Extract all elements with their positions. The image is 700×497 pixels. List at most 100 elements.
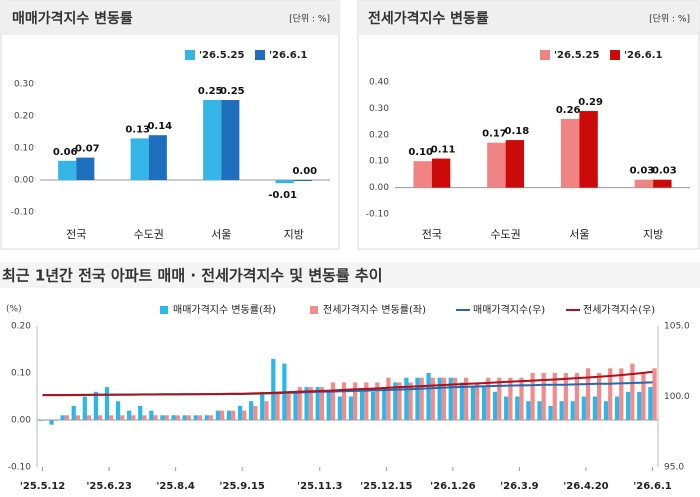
bar xyxy=(275,391,280,420)
bar xyxy=(109,415,114,420)
bar xyxy=(104,387,110,420)
bar xyxy=(585,368,591,420)
bar xyxy=(382,387,387,420)
bar xyxy=(308,387,313,420)
value-label: 0.13 xyxy=(125,124,150,135)
bar xyxy=(142,415,147,420)
axis-label: (%) xyxy=(6,305,22,315)
bar xyxy=(413,161,432,188)
y-tick-label: 0.30 xyxy=(14,80,34,90)
bar xyxy=(574,373,580,420)
x-tick-label: '25.8.4 xyxy=(156,481,195,492)
legend-label: '26.5.25 xyxy=(554,50,599,61)
bar xyxy=(526,401,531,420)
bar xyxy=(164,415,169,420)
bar xyxy=(148,135,167,180)
bar xyxy=(149,410,154,420)
bar xyxy=(426,373,431,420)
x-tick-label: '26.6.1 xyxy=(633,481,672,492)
bar xyxy=(652,368,657,420)
legend-swatch xyxy=(610,50,620,60)
bar xyxy=(197,415,203,420)
bar xyxy=(430,377,435,420)
bar xyxy=(359,391,365,420)
bar xyxy=(38,420,43,421)
line xyxy=(42,370,653,397)
x-tick-label: '26.3.9 xyxy=(500,481,539,492)
bar xyxy=(337,396,342,420)
chart-title: 매매가격지수 변동률 xyxy=(12,10,133,27)
value-label: 0.07 xyxy=(75,144,100,155)
bar xyxy=(58,160,77,180)
x-tick-label: 지방 xyxy=(284,228,304,241)
bar xyxy=(530,373,535,420)
legend-swatch xyxy=(185,50,195,60)
bar xyxy=(231,410,236,420)
bar xyxy=(508,377,513,420)
x-tick-label: 수도권 xyxy=(490,228,520,241)
bar xyxy=(386,377,391,420)
bar xyxy=(475,382,480,420)
chart-title: 전세가격지수 변동률 xyxy=(368,10,489,27)
bar xyxy=(452,377,458,420)
bar xyxy=(608,368,613,420)
value-label: 0.14 xyxy=(147,121,172,132)
x-tick-label: 서울 xyxy=(569,228,589,241)
value-label: 0.29 xyxy=(578,97,603,108)
bar xyxy=(293,391,298,420)
panel xyxy=(357,0,700,250)
bar xyxy=(619,368,624,420)
bar xyxy=(82,396,87,420)
bar xyxy=(630,363,635,420)
y-tick-label: 0.10 xyxy=(369,157,389,167)
bar xyxy=(293,180,312,181)
bar xyxy=(364,382,369,420)
y-tick-label: 0.10 xyxy=(14,144,34,154)
x-tick-label: '25.6.23 xyxy=(86,481,131,492)
y-tick-label: 100.0 xyxy=(664,392,690,402)
bar xyxy=(597,373,602,420)
bar xyxy=(203,100,222,180)
x-tick-label: '25.11.3 xyxy=(297,481,342,492)
y-tick-label: 95.0 xyxy=(664,463,684,473)
bar xyxy=(448,377,453,420)
bar xyxy=(286,391,291,420)
bar xyxy=(353,382,358,420)
legend-swatch xyxy=(160,306,168,314)
bar xyxy=(253,405,258,420)
legend-label: 전세가격지수(우) xyxy=(583,303,655,316)
legend-label: 전세가격지수 변동률(좌) xyxy=(323,303,426,316)
bar xyxy=(437,377,442,420)
legend-swatch xyxy=(540,50,550,60)
legend-label: '26.6.1 xyxy=(269,50,308,61)
bar xyxy=(86,415,92,420)
bar xyxy=(208,415,214,420)
value-label: 0.06 xyxy=(53,147,78,158)
bar xyxy=(319,387,324,420)
y-tick-label: 0.20 xyxy=(11,322,31,332)
x-tick-label: '26.1.26 xyxy=(430,481,475,492)
y-tick-label: 0.20 xyxy=(369,130,389,140)
bar xyxy=(371,391,376,420)
bar xyxy=(160,415,165,420)
bar xyxy=(127,410,132,420)
bar xyxy=(215,410,220,420)
value-label: 0.17 xyxy=(482,129,507,140)
bar xyxy=(515,396,520,420)
bar xyxy=(481,387,487,420)
bar xyxy=(226,410,232,420)
value-label: 0.00 xyxy=(292,166,317,177)
bar xyxy=(431,158,451,188)
bar xyxy=(470,387,476,420)
legend-swatch xyxy=(310,306,318,314)
value-label: 0.03 xyxy=(652,166,677,177)
panel xyxy=(0,0,340,250)
bar xyxy=(626,391,631,420)
bar xyxy=(560,118,580,188)
bar xyxy=(186,415,191,420)
legend-label: 매매가격지수 변동률(좌) xyxy=(173,303,276,316)
legend-label: 매매가격지수(우) xyxy=(473,303,545,316)
bar xyxy=(570,401,575,420)
bar xyxy=(463,377,469,420)
value-label: 0.26 xyxy=(556,105,581,116)
